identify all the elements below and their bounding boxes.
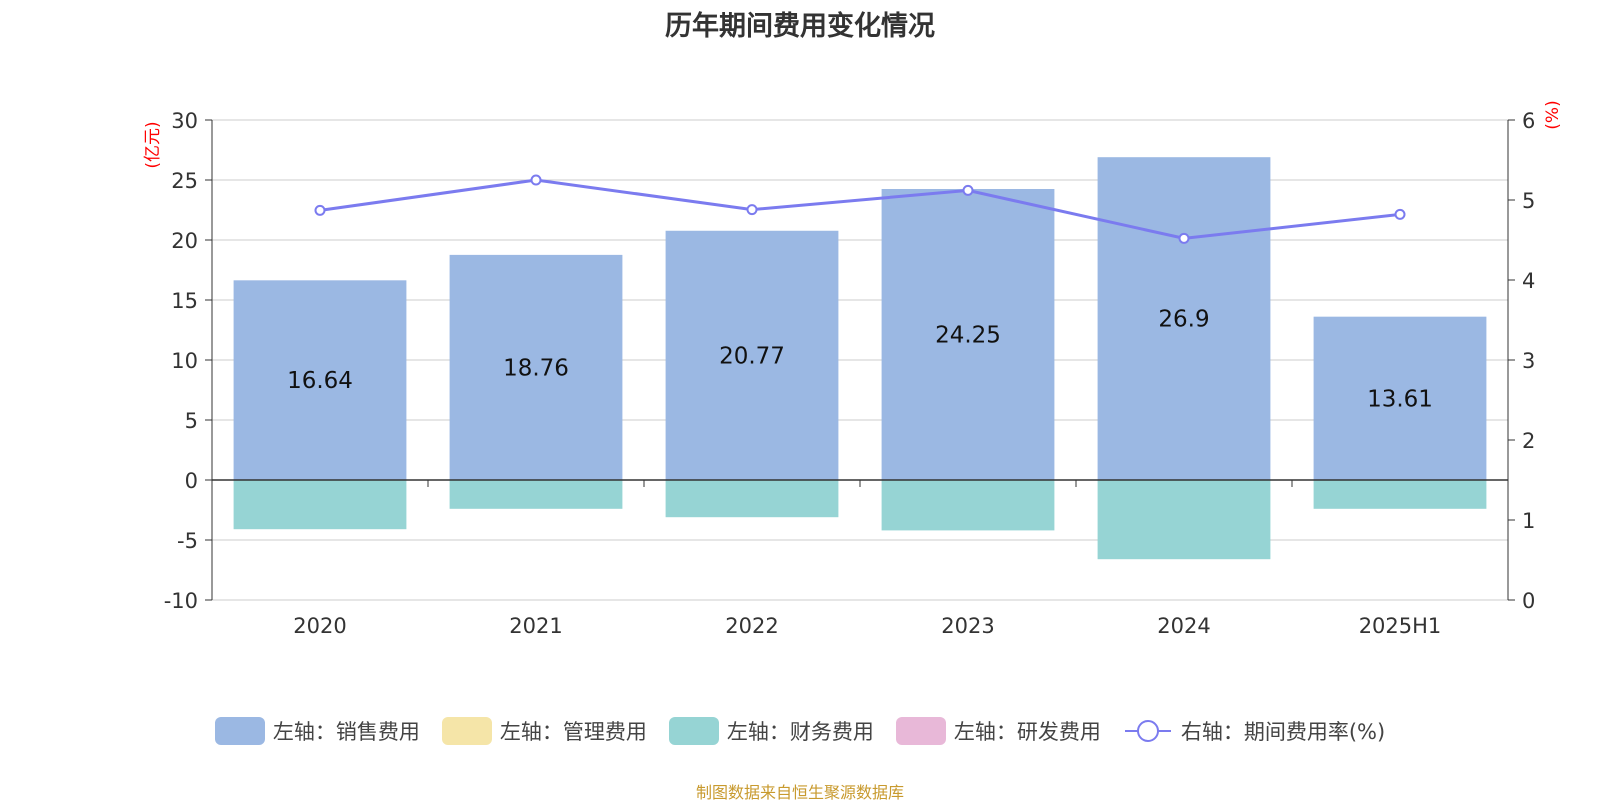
rate-point-2022 — [746, 204, 758, 216]
legend-label-admin: 左轴：管理费用 — [499, 720, 647, 744]
bar-0-2024 — [1097, 157, 1271, 480]
left-axis-unit: (亿元) — [143, 121, 163, 168]
right-axis-tick-label: 0 — [1522, 589, 1535, 613]
bar-0-2025H1 — [1313, 316, 1487, 480]
data-label-2022: 20.77 — [719, 343, 785, 369]
x-axis-tick-label: 2024 — [1157, 614, 1210, 638]
rate-point-2020 — [314, 204, 326, 216]
left-axis-tick-label: 10 — [171, 349, 198, 373]
left-axis-tick-label: -10 — [164, 589, 198, 613]
legend-item-rnd[interactable]: 左轴：研发费用 — [895, 716, 1101, 746]
grid-lines — [212, 119, 1508, 601]
rate-point-2025H1 — [1394, 208, 1406, 220]
x-axis-tick-label: 2021 — [509, 614, 562, 638]
data-label-2024: 26.9 — [1158, 307, 1209, 333]
rate-point-2021 — [530, 174, 542, 186]
legend-label-rnd: 左轴：研发费用 — [953, 720, 1101, 744]
bar-2-2025H1 — [1313, 480, 1487, 509]
data-label-2020: 16.64 — [287, 368, 353, 394]
bar-0-2021 — [449, 254, 623, 480]
x-axis-tick-label: 2025H1 — [1359, 614, 1442, 638]
legend-swatch-finance — [668, 717, 719, 745]
bar-0-2023 — [881, 189, 1055, 480]
data-label-2025H1: 13.61 — [1367, 386, 1433, 412]
left-axis-tick-label: 25 — [171, 169, 198, 193]
line-series — [314, 174, 1406, 244]
x-axis-tick-label: 2023 — [941, 614, 994, 638]
data-labels: 16.64 18.76 20.77 24.25 26.9 13.61 — [287, 307, 1433, 413]
legend-label-rate: 右轴：期间费用率(%) — [1180, 720, 1386, 744]
x-axis-tick-label: 2022 — [725, 614, 778, 638]
left-axis-tick-label: -5 — [177, 529, 198, 553]
source-note: 制图数据来自恒生聚源数据库 — [695, 783, 904, 802]
left-axis-tick-label: 20 — [171, 229, 198, 253]
legend-swatch-sales — [214, 717, 265, 745]
rate-line — [319, 178, 1401, 240]
right-axis-tick-label: 6 — [1522, 109, 1535, 133]
bar-2-2022 — [665, 480, 839, 518]
legend-item-sales[interactable]: 左轴：销售费用 — [214, 716, 420, 746]
right-axis-unit: (%) — [1543, 100, 1563, 129]
bar-2-2024 — [1097, 480, 1271, 560]
left-axis-tick-label: 15 — [171, 289, 198, 313]
left-axis-tick-label: 0 — [185, 469, 198, 493]
bar-0-2020 — [233, 280, 407, 480]
legend-item-admin[interactable]: 左轴：管理费用 — [441, 716, 647, 746]
right-axis-tick-label: 2 — [1522, 429, 1535, 453]
data-label-2021: 18.76 — [503, 355, 569, 381]
chart-title: 历年期间费用变化情况 — [665, 11, 935, 42]
legend-swatch-rnd — [895, 717, 946, 745]
legend-label-sales: 左轴：销售费用 — [272, 720, 420, 744]
legend: 左轴：销售费用 左轴：管理费用 左轴：财务费用 左轴：研发费用 右轴：期间费用率… — [0, 716, 1600, 746]
legend-item-rate[interactable]: 右轴：期间费用率(%) — [1123, 716, 1385, 746]
data-label-2023: 24.25 — [935, 323, 1001, 349]
rate-point-2023 — [962, 184, 974, 196]
legend-line-marker-icon — [1124, 720, 1171, 742]
bar-2-2020 — [233, 480, 407, 530]
left-axis-tick-label: 30 — [171, 109, 198, 133]
legend-label-finance: 左轴：财务费用 — [726, 720, 874, 744]
right-axis-tick-label: 1 — [1522, 509, 1535, 533]
left-axis-tick-label: 5 — [185, 409, 198, 433]
bar-2-2021 — [449, 480, 623, 509]
bar-0-2022 — [665, 230, 839, 480]
right-axis-tick-label: 5 — [1522, 189, 1535, 213]
right-axis-tick-label: 3 — [1522, 349, 1535, 373]
legend-swatch-admin — [441, 717, 492, 745]
rate-point-2024 — [1178, 232, 1190, 244]
bar-series — [233, 157, 1487, 560]
bar-2-2023 — [881, 480, 1055, 531]
right-axis-tick-label: 4 — [1522, 269, 1535, 293]
legend-item-finance[interactable]: 左轴：财务费用 — [668, 716, 874, 746]
x-axis-tick-label: 2020 — [293, 614, 346, 638]
